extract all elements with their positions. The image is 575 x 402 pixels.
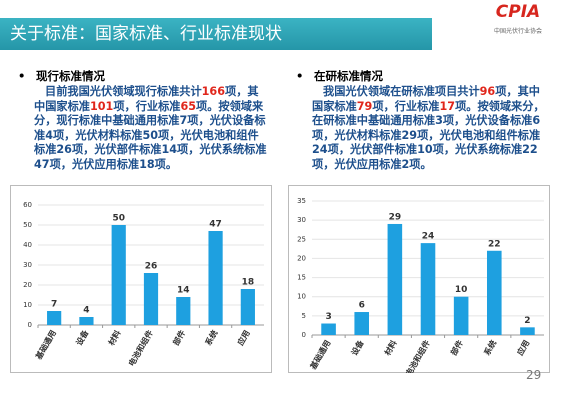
y-tick-label: 30 — [23, 261, 32, 269]
bar — [453, 296, 469, 335]
text-run: 目前我国光伏领域现行标准共计 — [45, 85, 202, 98]
bar — [47, 311, 62, 325]
data-label: 22 — [488, 239, 501, 249]
page-number: 29 — [526, 368, 542, 382]
y-tick-label: 0 — [28, 321, 32, 329]
section-heading: 在研标准情况 — [296, 68, 546, 84]
bar — [321, 323, 336, 335]
y-tick-label: 60 — [23, 201, 32, 209]
data-label: 26 — [145, 262, 158, 272]
x-tick-label: 材料 — [106, 328, 123, 347]
x-tick-label: 电池和组件 — [403, 338, 432, 373]
data-label: 4 — [83, 306, 89, 316]
highlight: 65 — [180, 99, 197, 113]
text-run: 项，其中国家标准 — [34, 85, 259, 113]
y-tick-label: 10 — [23, 301, 32, 309]
highlight: 17 — [439, 99, 456, 113]
logo: CPIA — [495, 2, 541, 22]
section: 在研标准情况 我国光伏领域在研标准项目共计96项，其中国家标准79项，行业标准1… — [296, 68, 546, 172]
text-run: 项，行业标准 — [372, 99, 440, 113]
highlight: 101 — [89, 99, 114, 113]
bar — [143, 273, 159, 325]
text-run: 项，行业标准 — [113, 99, 181, 113]
y-tick-label: 20 — [23, 281, 32, 289]
data-label: 3 — [325, 312, 331, 322]
x-tick-label: 设备 — [74, 327, 91, 347]
y-tick-label: 25 — [297, 235, 306, 243]
data-label: 24 — [422, 232, 435, 242]
logo-subtitle: 中国光伏行业协会 — [493, 28, 542, 35]
data-label: 6 — [359, 301, 365, 311]
section-heading: 现行标准情况 — [18, 68, 268, 84]
highlight: 79 — [356, 99, 373, 113]
y-tick-label: 10 — [297, 293, 306, 301]
chart: 0 5 10 15 20 25 30 35 3 基础通用 6 设备 29 材料 24 电池和组件 10 部件 22 系… — [288, 185, 550, 373]
text-run: 项，其中国家标准 — [312, 85, 540, 113]
text-run: 项。按领域来分，现行标准中基础通用标准7项，光伏设备标准4项，光伏材料标准50项… — [34, 99, 267, 171]
bar — [420, 243, 436, 335]
chart-frame — [10, 185, 272, 373]
x-tick-label: 电池和组件 — [126, 328, 155, 368]
data-label: 29 — [389, 212, 402, 222]
bar — [176, 297, 191, 325]
bar — [486, 250, 502, 335]
bar — [111, 225, 126, 325]
y-tick-label: 35 — [297, 197, 306, 205]
chart: 0 10 20 30 40 50 60 7 基础通用 4 设备 50 材料 26 电池和组件 14 部件 47 系统… — [10, 185, 272, 373]
highlight: 166 — [201, 85, 225, 98]
x-tick-label: 部件 — [171, 328, 188, 347]
bar — [240, 289, 255, 325]
bar — [354, 312, 370, 335]
x-tick-label: 系统 — [482, 338, 499, 357]
y-tick-label: 15 — [297, 274, 306, 282]
text-run: 我国光伏领域在研标准项目共计 — [323, 85, 480, 98]
data-label: 10 — [455, 285, 468, 295]
x-tick-label: 材料 — [382, 338, 399, 357]
y-tick-label: 40 — [23, 241, 32, 249]
bar — [520, 327, 535, 335]
bar — [387, 223, 403, 335]
data-label: 50 — [112, 214, 125, 224]
x-tick-label: 应用 — [235, 328, 252, 347]
y-tick-label: 30 — [297, 216, 306, 224]
data-label: 7 — [51, 300, 57, 310]
x-tick-label: 设备 — [349, 337, 366, 357]
y-tick-label: 20 — [297, 254, 306, 262]
y-tick-label: 0 — [302, 331, 306, 339]
x-tick-label: 系统 — [203, 328, 220, 347]
data-label: 47 — [209, 220, 222, 230]
slide-title: 关于标准：国家标准、行业标准现状 — [0, 18, 432, 50]
bar — [208, 231, 223, 325]
data-label: 14 — [177, 286, 190, 296]
chart-frame — [288, 185, 550, 373]
highlight: 96 — [479, 85, 496, 98]
x-tick-label: 基础通用 — [307, 338, 332, 372]
x-tick-label: 基础通用 — [33, 328, 58, 362]
y-tick-label: 50 — [23, 221, 32, 229]
x-tick-label: 应用 — [515, 338, 532, 357]
x-tick-label: 部件 — [448, 338, 465, 357]
section-body: 目前我国光伏领域现行标准共计166项，其中国家标准101项，行业标准65项。按领… — [34, 85, 268, 172]
data-label: 18 — [242, 278, 255, 288]
y-tick-label: 5 — [302, 312, 306, 320]
section-body: 我国光伏领域在研标准项目共计96项，其中国家标准79项，行业标准17项。按领域来… — [312, 85, 546, 172]
bar — [79, 317, 94, 325]
text-run: 项。按领域来分，在研标准中基础通用标准3项，光伏设备标准6项，光伏材料标准29项… — [312, 99, 545, 171]
data-label: 2 — [524, 316, 530, 326]
section: 现行标准情况 目前我国光伏领域现行标准共计166项，其中国家标准101项，行业标… — [18, 68, 268, 172]
